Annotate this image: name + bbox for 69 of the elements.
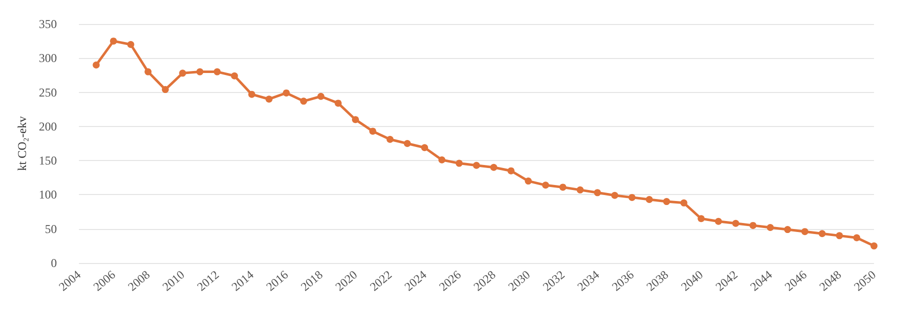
point xyxy=(456,160,463,167)
point xyxy=(524,178,532,185)
point xyxy=(196,68,204,76)
point xyxy=(559,184,566,191)
point xyxy=(92,61,100,68)
point xyxy=(732,220,740,227)
y-tick-label: 0 xyxy=(50,256,57,270)
point xyxy=(179,70,186,77)
point xyxy=(766,224,774,231)
point xyxy=(750,222,757,229)
point xyxy=(576,186,584,194)
point xyxy=(801,228,808,236)
x-tick-label: 2030 xyxy=(505,268,533,294)
point xyxy=(611,192,618,199)
point xyxy=(386,136,394,143)
x-tick-label: 2008 xyxy=(125,268,153,294)
point xyxy=(282,89,290,96)
y-tick-label: 300 xyxy=(38,51,57,66)
point xyxy=(870,242,878,250)
x-tick-label: 2022 xyxy=(367,268,395,294)
point xyxy=(421,144,428,152)
x-tick-label: 2028 xyxy=(470,268,498,294)
point xyxy=(646,196,653,203)
point xyxy=(438,156,446,164)
x-tick-label: 2040 xyxy=(678,268,706,294)
x-tick-label: 2020 xyxy=(332,268,360,294)
point xyxy=(317,92,324,100)
point xyxy=(266,96,273,103)
point xyxy=(628,194,636,201)
x-tick-label: 2048 xyxy=(816,268,844,294)
point xyxy=(110,38,117,45)
x-tick-label: 2010 xyxy=(160,268,188,294)
point xyxy=(144,68,152,76)
point xyxy=(352,116,359,124)
x-tick-label: 2018 xyxy=(298,268,326,294)
point xyxy=(663,198,670,206)
point xyxy=(818,230,826,238)
point xyxy=(214,68,221,76)
x-tick-label: 2012 xyxy=(194,268,222,294)
point xyxy=(369,128,376,135)
point xyxy=(853,234,860,242)
point xyxy=(248,90,256,98)
y-tick-label: 350 xyxy=(38,17,57,31)
point xyxy=(127,40,134,48)
y-tick-label: 200 xyxy=(38,119,57,134)
y-axis-title: kt CO₂-ekv xyxy=(15,116,29,171)
point xyxy=(714,218,722,225)
point xyxy=(836,232,843,240)
point xyxy=(594,189,601,196)
point xyxy=(542,182,550,189)
y-tick-label: 250 xyxy=(38,85,57,100)
point xyxy=(490,164,498,171)
point xyxy=(508,167,515,174)
point xyxy=(334,100,342,107)
point xyxy=(472,162,480,169)
y-tick-label: 100 xyxy=(38,188,57,202)
point xyxy=(698,215,705,222)
x-tick-label: 2038 xyxy=(644,268,672,294)
point xyxy=(404,140,411,147)
point xyxy=(300,98,308,105)
y-tick-label: 50 xyxy=(44,222,57,236)
x-tick-label: 2050 xyxy=(851,268,878,294)
x-tick-label: 2032 xyxy=(540,268,568,294)
point xyxy=(230,72,238,80)
point xyxy=(680,199,688,206)
point xyxy=(162,86,169,94)
y-tick-label: 150 xyxy=(38,154,57,168)
point xyxy=(784,226,792,234)
x-tick-label: 2042 xyxy=(712,268,740,294)
